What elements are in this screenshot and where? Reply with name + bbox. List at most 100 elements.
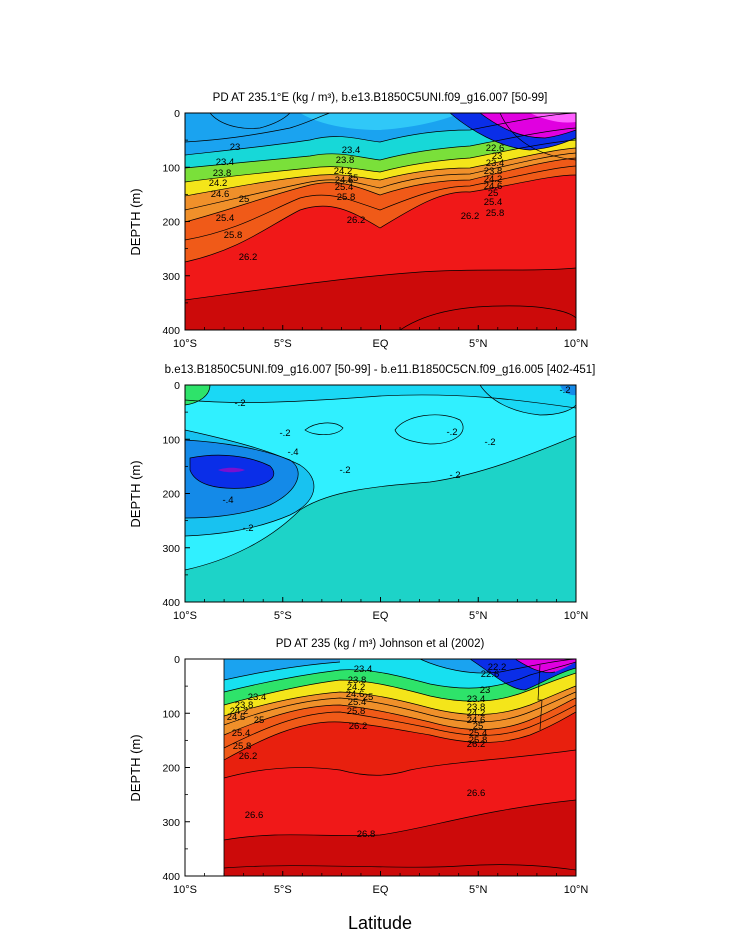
contour-label: 25 [473,721,484,732]
contour-label: 23.8 [467,702,486,713]
contour-label: 23 [230,142,241,153]
y-tick-label: 300 [162,271,180,283]
contour-label: 23.4 [216,157,235,168]
contour-label: 23.4 [248,692,267,703]
x-tick-label: 10°N [564,610,589,622]
contour-label: -.2 [242,523,253,534]
contour-label: 26.8 [357,829,376,840]
contour-label: 22.6 [486,143,505,154]
contour-label: 24.2 [484,174,503,185]
contour-label: 25.4 [216,213,235,224]
y-tick-label: 100 [162,708,180,720]
contour-label: 22.6 [481,669,500,680]
y-tick-label: 300 [162,543,180,555]
contour-label: 23 [492,151,503,162]
contour-label: 25 [488,188,499,199]
contour-fill [185,385,576,602]
contour-label: 26.2 [349,721,368,732]
x-tick-label: 10°S [173,338,197,350]
contour-label: -.2 [446,427,457,438]
contour-label: 26.2 [239,751,258,762]
x-tick-label: 5°S [274,884,292,896]
x-tick-label: 5°S [274,338,292,350]
contour-label: 25 [363,692,374,703]
contour-label: 25.4 [335,182,354,193]
y-tick-label: 0 [174,108,180,120]
y-tick-label: 200 [162,217,180,229]
contour-label: 25.8 [347,706,366,717]
contour-label: 25.4 [469,728,488,739]
contour-label: -.2 [339,465,350,476]
contour-label: 24.2 [209,178,228,189]
contour-label: 24.2 [347,682,366,693]
contour-label: 24.6 [467,715,486,726]
contour-label: 24.6 [211,189,230,200]
panel-model-density: PD AT 235.1°E (kg / m³), b.e13.B1850C5UN… [128,92,588,350]
x-tick-label: 10°S [173,610,197,622]
contour-label: 25.8 [486,208,505,219]
contour-label: 25.8 [224,230,243,241]
x-tick-label: 5°N [469,338,488,350]
contour-label: 26.6 [467,788,486,799]
contour-label: -.4 [222,495,233,506]
contour-label: -.2 [234,398,245,409]
contour-label: 23.8 [213,168,232,179]
y-tick-label: 0 [174,654,180,666]
contour-label: 23.8 [336,155,355,166]
y-tick-label: 100 [162,434,180,446]
contour-label: 23.4 [342,145,361,156]
contour-label: 26.2 [239,252,258,263]
x-tick-label: 10°N [564,338,589,350]
contour-label: 24.6 [335,175,354,186]
panel-density-difference: b.e13.B1850C5UNI.f09_g16.007 [50-99] - b… [128,364,595,622]
contour-label: 25 [239,194,250,205]
contour-label: 23.4 [354,664,373,675]
contour-label: 25 [254,715,265,726]
panel-title: PD AT 235.1°E (kg / m³), b.e13.B1850C5UN… [213,92,548,104]
y-tick-label: 200 [162,489,180,501]
x-tick-label: EQ [373,338,389,350]
contour-fill [185,113,576,330]
contour-label: -.2 [484,437,495,448]
contour-label: 24.6 [484,181,503,192]
contour-label: 23.8 [484,166,503,177]
y-tick-label: 400 [162,325,180,337]
contour-label: 23.4 [467,694,486,705]
y-tick-label: 200 [162,763,180,775]
x-tick-label: EQ [373,884,389,896]
contour-fill [185,659,576,876]
contour-label: 25.4 [232,728,251,739]
y-axis-label: DEPTH (m) [128,460,143,527]
contour-label: 25 [348,173,359,184]
y-axis-label: DEPTH (m) [128,734,143,801]
y-tick-label: 100 [162,162,180,174]
x-axis-label: Latitude [348,913,412,933]
contour-label: 25.8 [337,192,356,203]
contour-label: 25.4 [348,697,367,708]
contour-label: 26.6 [245,810,264,821]
x-tick-label: 5°N [469,610,488,622]
contour-label: 22.2 [488,662,507,673]
panel-observed-density: PD AT 235 (kg / m³) Johnson et al (2002) [128,638,588,896]
contour-label: 24.2 [467,708,486,719]
x-tick-label: 10°S [173,884,197,896]
contour-label: 24.6 [346,689,365,700]
panel-title: b.e13.B1850C5UNI.f09_g16.007 [50-99] - b… [165,364,596,376]
y-tick-label: 400 [162,597,180,609]
contour-label: 23.8 [348,675,367,686]
contour-label: 23.4 [486,158,505,169]
contour-label: 24.2 [230,706,249,717]
contour-label: -.2 [449,470,460,481]
contour-label: -.2 [559,385,570,396]
contour-label: 24.6 [227,712,246,723]
contour-label: 24.2 [334,166,353,177]
x-tick-label: 5°S [274,610,292,622]
contour-label: -.4 [287,447,298,458]
y-tick-label: 400 [162,871,180,883]
panel-title: PD AT 235 (kg / m³) Johnson et al (2002) [276,638,485,650]
x-tick-label: EQ [373,610,389,622]
x-tick-label: 10°N [564,884,589,896]
contour-label: 26.2 [467,739,486,750]
x-tick-label: 5°N [469,884,488,896]
